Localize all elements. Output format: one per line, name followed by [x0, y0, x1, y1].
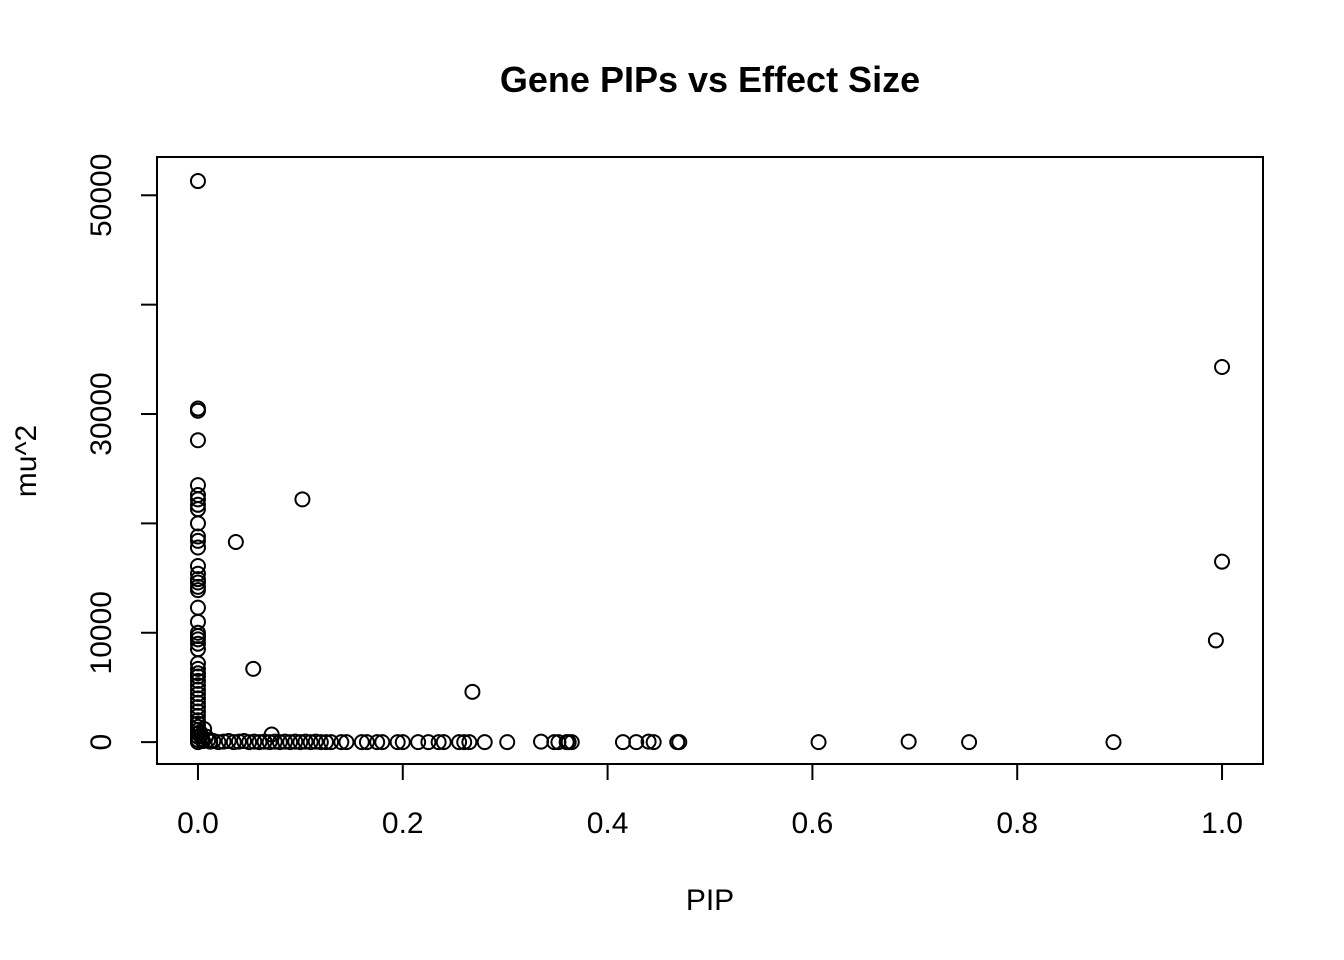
- data-point: [810, 734, 827, 751]
- data-point: [1214, 358, 1231, 375]
- x-tick-label: 0.8: [996, 807, 1038, 840]
- data-point: [640, 733, 657, 750]
- data-point: [189, 432, 206, 449]
- data-point: [1214, 553, 1231, 570]
- data-point: [246, 733, 263, 750]
- data-point: [189, 532, 206, 549]
- x-tick-label: 1.0: [1201, 807, 1243, 840]
- data-point: [292, 734, 309, 751]
- data-point: [900, 733, 917, 750]
- data-point: [189, 574, 206, 591]
- data-point: [210, 734, 227, 751]
- data-point: [261, 734, 278, 751]
- y-axis-label: mu^2: [10, 425, 43, 497]
- data-point: [307, 733, 324, 750]
- data-point: [353, 734, 370, 751]
- data-point: [461, 734, 478, 751]
- x-tick-label: 0.6: [792, 807, 834, 840]
- data-point: [435, 734, 452, 751]
- data-point: [464, 683, 481, 700]
- data-point: [499, 734, 516, 751]
- data-point: [645, 734, 662, 751]
- data-point: [323, 734, 340, 751]
- x-tick-label: 0.2: [382, 807, 424, 840]
- data-point: [189, 582, 206, 599]
- data-point: [189, 528, 206, 545]
- data-point: [277, 733, 294, 750]
- data-point: [241, 734, 258, 751]
- data-point: [338, 734, 355, 751]
- data-point: [563, 734, 580, 751]
- data-point: [389, 734, 406, 751]
- data-point: [294, 491, 311, 508]
- data-point: [189, 599, 206, 616]
- data-point: [628, 734, 645, 751]
- data-point: [394, 734, 411, 751]
- data-point: [410, 734, 427, 751]
- data-point: [230, 733, 247, 750]
- data-point: [671, 734, 688, 751]
- data-point: [533, 733, 550, 750]
- y-tick-label: 0: [85, 734, 118, 751]
- data-point: [189, 660, 206, 677]
- data-point: [420, 734, 437, 751]
- data-point: [430, 734, 447, 751]
- x-tick-label: 0.0: [177, 807, 219, 840]
- data-point: [189, 703, 206, 720]
- x-axis: 0.0 0.2 0.4 0.6 0.8 1.0: [177, 763, 1243, 840]
- data-point: [333, 734, 350, 751]
- data-point: [476, 734, 493, 751]
- data-point: [369, 734, 386, 751]
- data-point: [266, 733, 283, 750]
- data-point: [196, 721, 213, 738]
- data-point: [189, 496, 206, 513]
- data-point: [215, 733, 232, 750]
- data-point: [251, 734, 268, 751]
- data-point: [614, 734, 631, 751]
- data-point: [189, 402, 206, 419]
- data-point: [961, 734, 978, 751]
- data-point: [271, 734, 288, 751]
- y-tick-label: 10000: [85, 591, 118, 674]
- data-point: [312, 734, 329, 751]
- data-point: [227, 533, 244, 550]
- y-tick-label: 50000: [85, 154, 118, 237]
- chart-title: Gene PIPs vs Effect Size: [500, 59, 920, 100]
- x-tick-label: 0.4: [587, 807, 629, 840]
- data-point: [189, 515, 206, 532]
- data-point: [456, 734, 473, 751]
- data-point: [1207, 632, 1224, 649]
- data-point: [358, 734, 375, 751]
- data-point: [317, 734, 334, 751]
- data-point: [189, 491, 206, 508]
- data-point: [282, 734, 299, 751]
- data-point: [189, 173, 206, 190]
- data-point: [297, 733, 314, 750]
- data-points: [189, 173, 1231, 751]
- data-point: [189, 539, 206, 556]
- data-point: [189, 635, 206, 652]
- data-point: [189, 631, 206, 648]
- data-point: [451, 734, 468, 751]
- y-tick-label: 30000: [85, 372, 118, 455]
- data-point: [374, 734, 391, 751]
- data-point: [245, 660, 262, 677]
- y-axis: 0 10000 30000 50000: [85, 154, 158, 751]
- x-axis-label: PIP: [686, 884, 734, 917]
- data-point: [1105, 734, 1122, 751]
- data-point: [225, 734, 242, 751]
- data-point: [287, 733, 304, 750]
- plot-frame: [156, 156, 1264, 765]
- data-point: [302, 734, 319, 751]
